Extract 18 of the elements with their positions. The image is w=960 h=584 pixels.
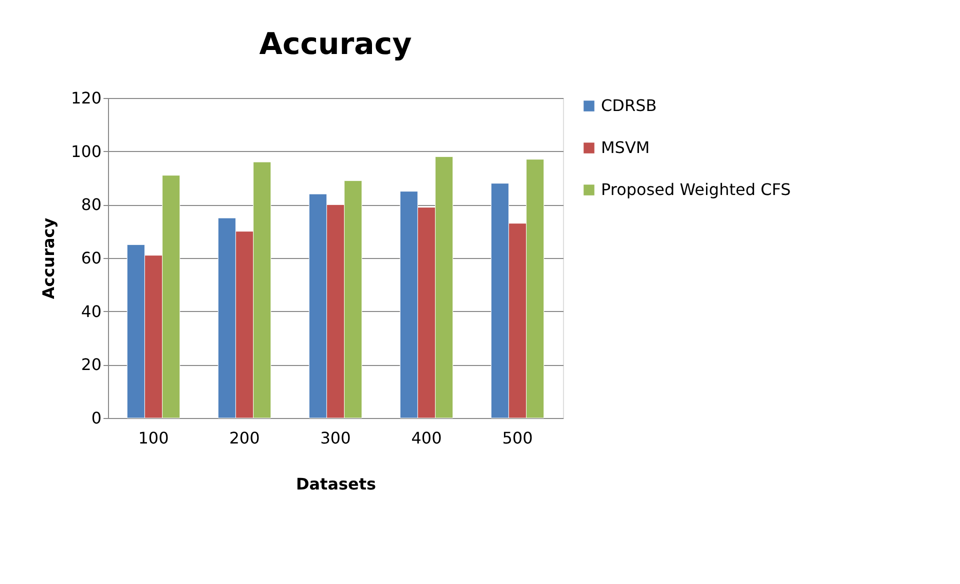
y-axis-title: Accuracy (38, 217, 58, 300)
x-tick-label: 200 (229, 428, 260, 448)
x-tick-label: 400 (411, 428, 442, 448)
legend-label: Proposed Weighted CFS (601, 180, 791, 199)
x-tick-label: 100 (138, 428, 169, 448)
x-tick-label: 300 (320, 428, 351, 448)
y-tick-label: 100 (70, 142, 102, 161)
x-tick-label: 500 (502, 428, 533, 448)
y-tick-label: 60 (81, 248, 102, 268)
y-tick-label: 40 (81, 302, 102, 321)
y-tick-label: 20 (81, 355, 102, 374)
y-tick-label: 80 (81, 195, 102, 214)
chart-title: Accuracy (259, 27, 412, 62)
legend-label: CDRSB (601, 96, 657, 115)
y-tick-label: 120 (70, 88, 102, 108)
x-axis-title: Datasets (296, 474, 376, 494)
legend-label: MSVM (601, 138, 650, 157)
y-tick-label: 0 (91, 408, 102, 428)
